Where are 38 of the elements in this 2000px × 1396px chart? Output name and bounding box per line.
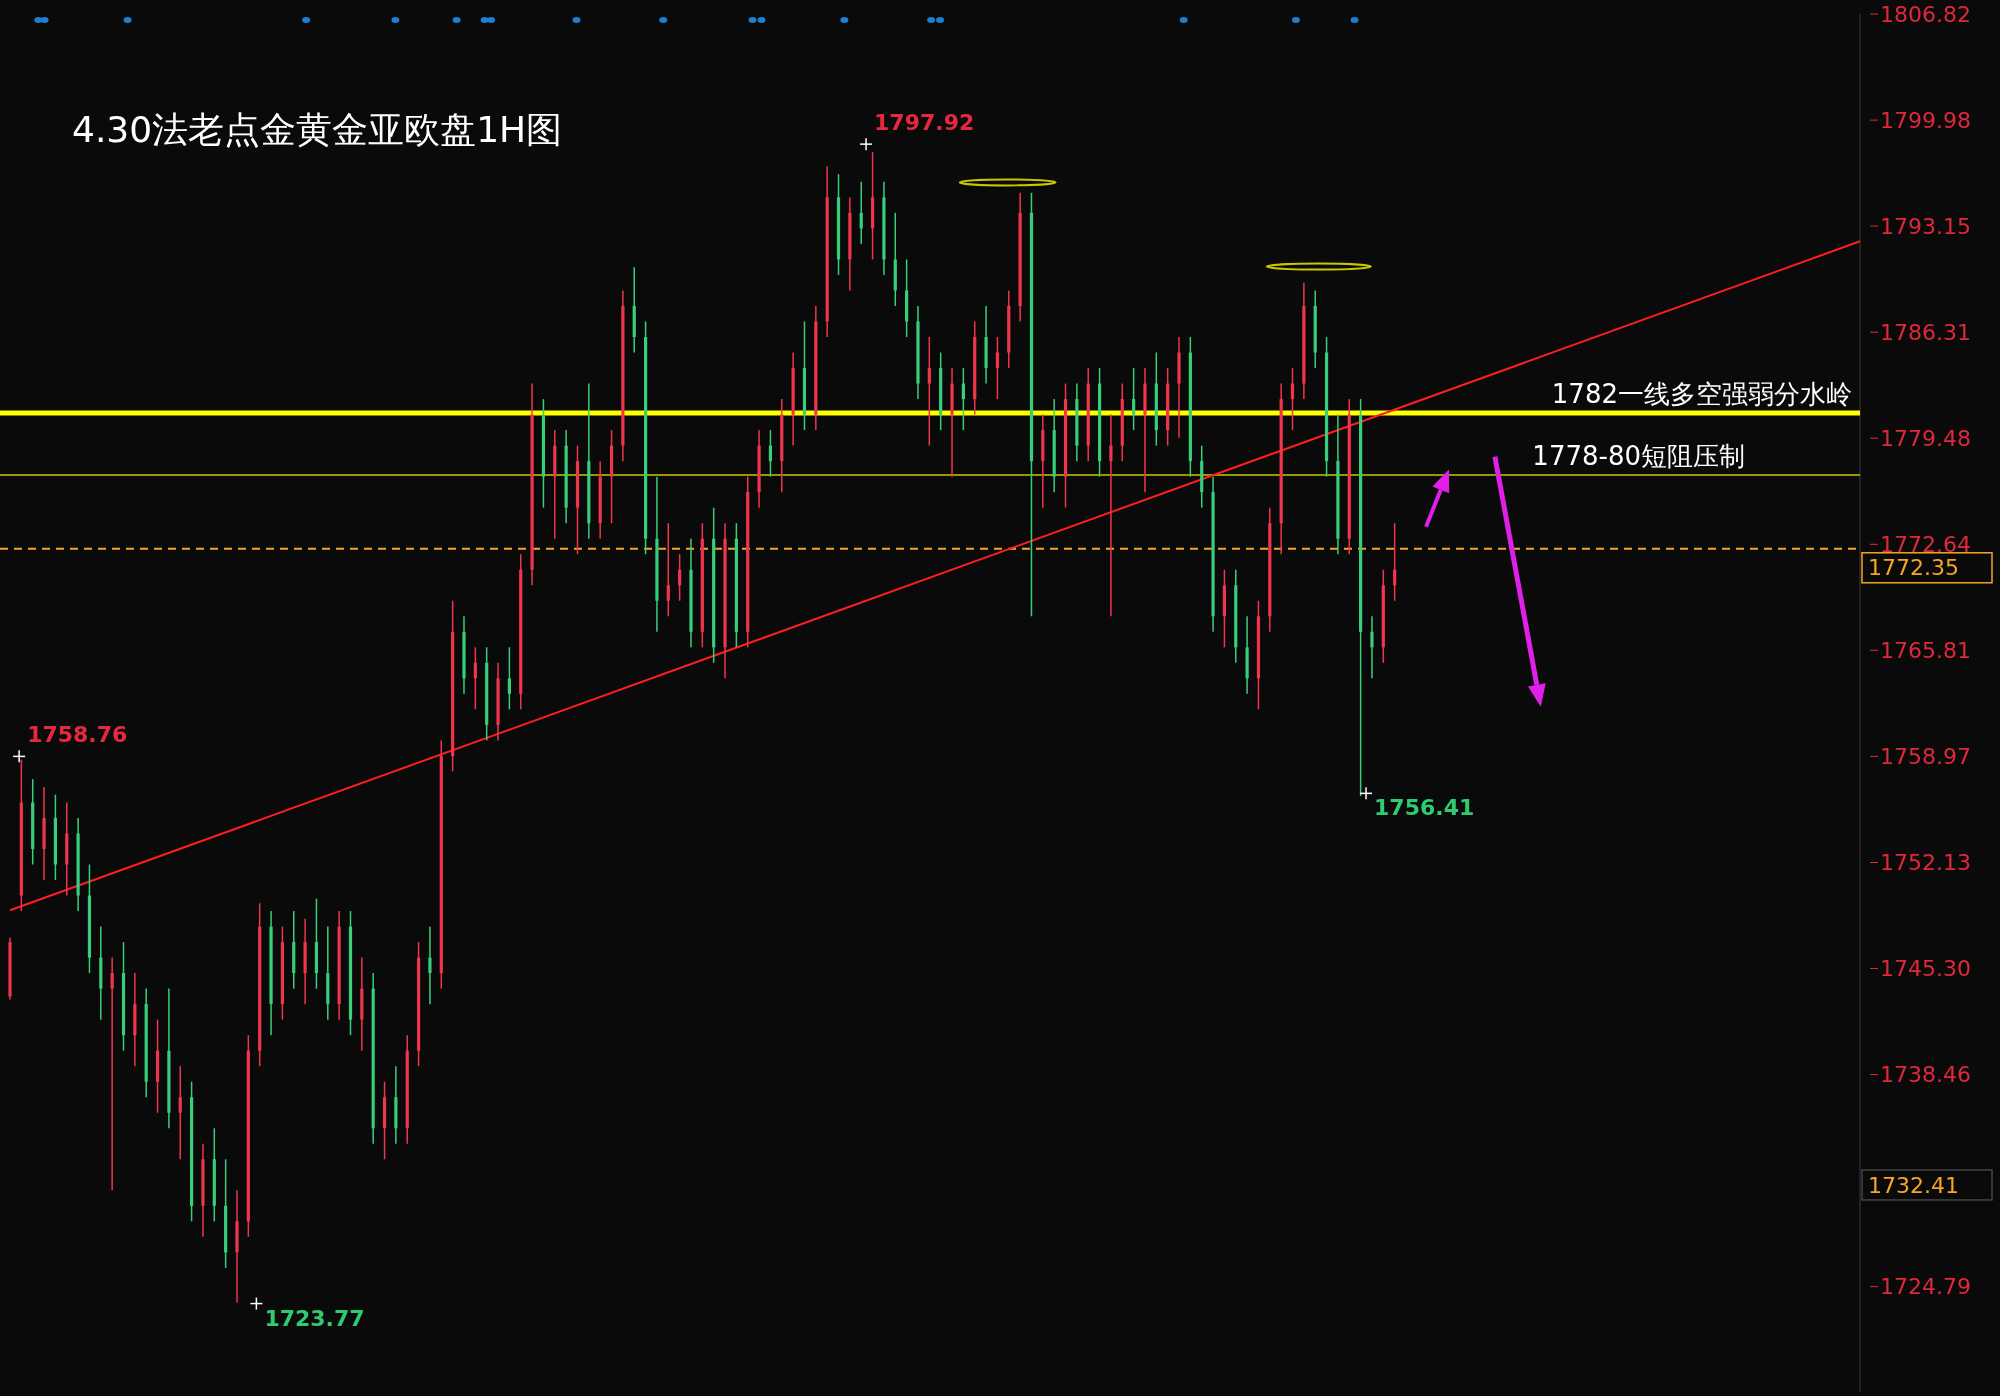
- y-tick-label: 1765.81: [1880, 637, 1971, 663]
- candlestick: [178, 1065, 182, 1161]
- y-tick-label: 1772.64: [1880, 531, 1971, 557]
- candlestick: [1109, 413, 1113, 618]
- y-tick-label: 1799.98: [1880, 107, 1971, 133]
- candlestick: [678, 553, 682, 602]
- candlestick: [110, 956, 114, 1192]
- candlestick: [927, 336, 931, 447]
- text: 4.30法老点金黄金亚欧盘1H图: [72, 109, 563, 150]
- y-tick-label: 1752.13: [1880, 850, 1971, 876]
- candlestick: [995, 336, 1000, 400]
- y-tick-label: 1806.82: [1880, 1, 1971, 27]
- y-tick-label: 1738.46: [1880, 1062, 1971, 1088]
- annotation: 1723.77: [264, 1305, 365, 1331]
- candlestick: [428, 925, 432, 1005]
- y-tick-label: 1724.79: [1880, 1274, 1971, 1300]
- candlestick: [859, 181, 863, 245]
- text: 1732.41: [1868, 1172, 1959, 1198]
- candlestick: [1370, 615, 1374, 680]
- candlestick: [961, 367, 965, 431]
- y-tick-label: 1793.15: [1880, 213, 1971, 239]
- candlestick: [1290, 367, 1295, 431]
- ref-line-label: 1772.35: [1868, 555, 1959, 581]
- annotation: 1758.76: [27, 722, 128, 748]
- candlestick: [507, 646, 511, 711]
- ref-line-label: 1782一线多空强弱分水岭: [1551, 379, 1852, 410]
- annotation: 1756.41: [1374, 795, 1475, 821]
- ref-line-label: 1778-80短阻压制: [1532, 441, 1745, 472]
- candlestick: [1393, 522, 1397, 602]
- annotation: 1797.92: [874, 110, 975, 136]
- candlestick: [768, 429, 773, 478]
- y-tick-label: 1745.30: [1880, 956, 1971, 982]
- candlestick: [666, 522, 670, 618]
- y-tick-label: 1758.97: [1880, 744, 1971, 770]
- y-tick-label: 1786.31: [1880, 319, 1971, 345]
- candlestick: [1132, 367, 1136, 431]
- y-tick-label: 1779.48: [1880, 425, 1971, 451]
- candlestick: [473, 646, 477, 711]
